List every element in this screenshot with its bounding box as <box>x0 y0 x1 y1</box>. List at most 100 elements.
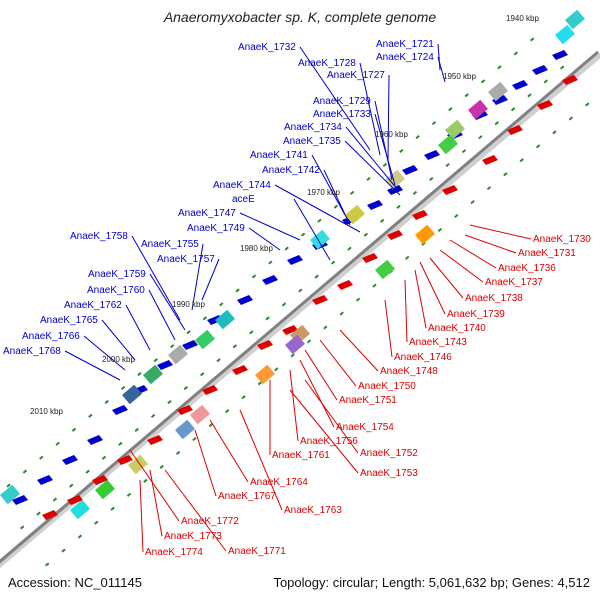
reverse-gene-label: AnaeK_1756 <box>300 436 358 447</box>
reverse-gene-label: AnaeK_1743 <box>409 337 467 348</box>
reverse-gene-arrow <box>282 325 298 335</box>
forward-gene-arrow <box>367 200 383 210</box>
gene-block <box>385 169 405 190</box>
gene-block <box>190 404 210 425</box>
reverse-gene-label: AnaeK_1730 <box>533 234 591 245</box>
reverse-gene-arrow <box>202 385 218 395</box>
gene-block <box>195 329 215 350</box>
gene-block <box>284 334 305 355</box>
reverse-connector <box>339 329 379 372</box>
genome-backbone-shade <box>0 50 599 564</box>
reverse-gene-arrow <box>537 100 553 110</box>
forward-gene-arrow <box>512 80 528 90</box>
forward-connector <box>64 350 121 381</box>
forward-gene-label: AnaeK_1762 <box>64 300 122 311</box>
forward-gene-label: AnaeK_1721 <box>376 39 434 50</box>
reverse-gene-arrow <box>67 495 83 505</box>
reverse-connector <box>289 369 299 442</box>
reverse-connector <box>439 249 484 283</box>
forward-connector <box>293 198 331 261</box>
forward-gene-arrow <box>37 475 53 485</box>
reverse-connector <box>239 409 283 511</box>
forward-connector <box>437 43 441 71</box>
reverse-connector <box>149 469 163 537</box>
forward-gene-arrow <box>402 165 418 175</box>
forward-gene-label: aceE <box>232 194 255 205</box>
reverse-connector <box>194 429 217 497</box>
reverse-connector <box>419 261 446 315</box>
reverse-gene-label: AnaeK_1731 <box>518 248 576 259</box>
forward-connector <box>374 113 396 186</box>
scale-tick-label: 1970 kbp <box>307 188 340 197</box>
forward-connector <box>387 74 390 161</box>
forward-gene-arrow <box>12 495 28 505</box>
gene-block <box>168 344 188 365</box>
forward-gene-label: AnaeK_1757 <box>157 254 215 265</box>
forward-connector <box>101 319 136 361</box>
gene-block <box>565 9 585 30</box>
forward-gene-label: AnaeK_1727 <box>327 70 385 81</box>
gene-labels: AnaeK_1721 AnaeK_1724 AnaeK_1732AnaeK_1728… <box>3 39 591 558</box>
forward-gene-arrow <box>424 150 440 160</box>
forward-connector <box>131 235 181 321</box>
reverse-connector <box>304 379 359 454</box>
reverse-gene-label: AnaeK_1750 <box>358 381 416 392</box>
reverse-gene-arrow <box>507 125 523 135</box>
gene-block <box>255 364 275 385</box>
forward-gene-label: AnaeK_1729 <box>313 96 371 107</box>
forward-gene-arrow <box>157 360 173 370</box>
reverse-connector <box>449 239 497 269</box>
reverse-gene-label: AnaeK_1774 <box>145 547 203 558</box>
gene-block <box>122 384 142 405</box>
reverse-gene-label: AnaeK_1773 <box>164 531 222 542</box>
forward-gene-label: AnaeK_1749 <box>187 223 245 234</box>
reverse-gene-arrow <box>387 230 403 240</box>
reverse-connector <box>384 299 393 358</box>
forward-connector <box>311 154 346 216</box>
forward-gene-label: AnaeK_1732 <box>238 42 296 53</box>
gene-block <box>310 229 330 250</box>
reverse-gene-label: AnaeK_1748 <box>380 366 438 377</box>
forward-connector <box>191 243 204 311</box>
forward-connector <box>239 212 301 241</box>
gene-block <box>0 484 20 505</box>
accession-text: Accession: NC_011145 <box>8 575 142 590</box>
forward-gene-arrow <box>262 275 278 285</box>
gene-block <box>438 134 458 155</box>
forward-gene-arrow <box>532 65 548 75</box>
reverse-gene-arrow <box>412 210 428 220</box>
forward-connector <box>299 46 371 151</box>
gene-block <box>488 81 508 102</box>
forward-gene-label: AnaeK_1765 <box>40 315 98 326</box>
forward-connector <box>344 140 401 196</box>
reverse-connector <box>129 449 180 522</box>
reverse-gene-label: AnaeK_1738 <box>465 293 523 304</box>
reverse-gene-label: AnaeK_1753 <box>360 468 418 479</box>
forward-gene-arrow <box>62 455 78 465</box>
forward-connector <box>201 258 220 301</box>
reverse-gene-label: AnaeK_1754 <box>336 422 394 433</box>
forward-gene-label: AnaeK_1760 <box>87 285 145 296</box>
gene-block <box>415 224 435 245</box>
reverse-gene-arrow <box>257 340 273 350</box>
reverse-gene-label: AnaeK_1752 <box>360 448 418 459</box>
label-connectors <box>64 43 532 553</box>
reverse-gene-label: AnaeK_1767 <box>218 491 276 502</box>
reverse-gene-arrow <box>117 455 133 465</box>
reverse-gene-arrow <box>362 253 378 263</box>
reverse-connector <box>289 389 359 474</box>
forward-gene-label: AnaeK_1735 <box>283 136 341 147</box>
reverse-gene-label: AnaeK_1763 <box>284 505 342 516</box>
forward-gene-label: AnaeK_1755 <box>141 239 199 250</box>
reverse-gene-arrow <box>42 510 58 520</box>
reverse-gene-label: AnaeK_1746 <box>394 352 452 363</box>
gene-block <box>375 259 395 280</box>
reverse-connector <box>139 479 144 553</box>
forward-gene-label: AnaeK_1724 <box>376 52 434 63</box>
forward-connector <box>359 62 381 156</box>
forward-gene-label: AnaeK_1758 <box>70 231 128 242</box>
forward-connector <box>345 126 399 191</box>
gene-block <box>468 99 488 120</box>
scale-tick-label: 1950 kbp <box>443 72 476 81</box>
